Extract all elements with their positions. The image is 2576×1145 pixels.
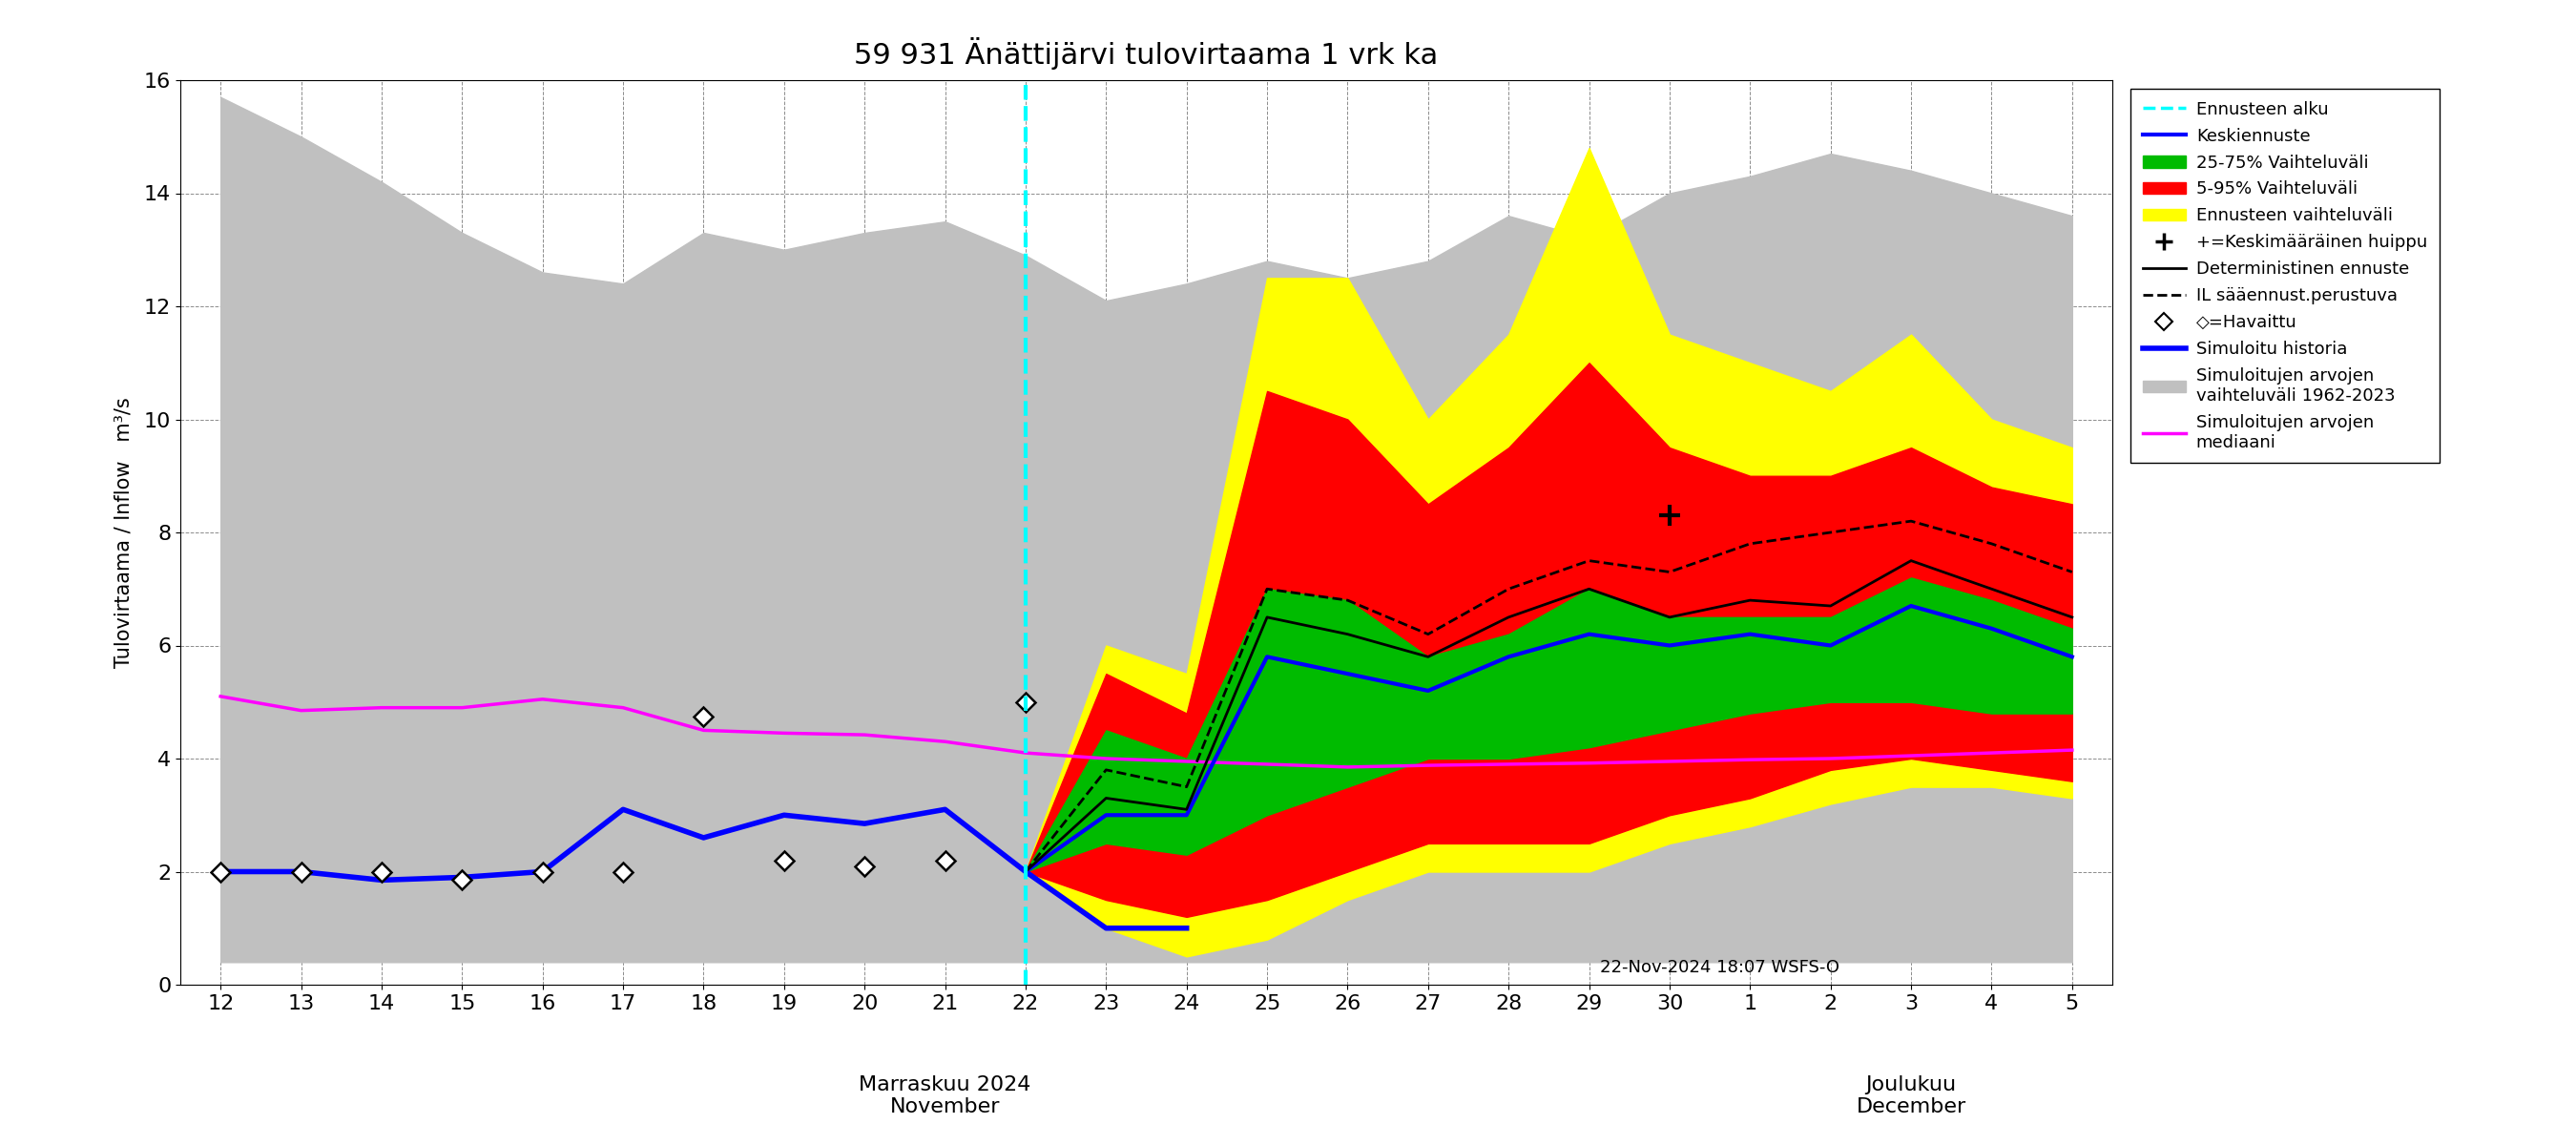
Title: 59 931 Änättijärvi tulovirtaama 1 vrk ka: 59 931 Änättijärvi tulovirtaama 1 vrk ka bbox=[855, 38, 1437, 70]
Text: 22-Nov-2024 18:07 WSFS-O: 22-Nov-2024 18:07 WSFS-O bbox=[1600, 958, 1839, 976]
Legend: Ennusteen alku, Keskiennuste, 25-75% Vaihteluväli, 5-95% Vaihteluväli, Ennusteen: Ennusteen alku, Keskiennuste, 25-75% Vai… bbox=[2130, 89, 2439, 463]
Text: Marraskuu 2024
November: Marraskuu 2024 November bbox=[858, 1075, 1030, 1116]
Text: Joulukuu
December: Joulukuu December bbox=[1857, 1075, 1965, 1116]
Y-axis label: Tulovirtaama / Inflow   m³/s: Tulovirtaama / Inflow m³/s bbox=[113, 397, 134, 668]
